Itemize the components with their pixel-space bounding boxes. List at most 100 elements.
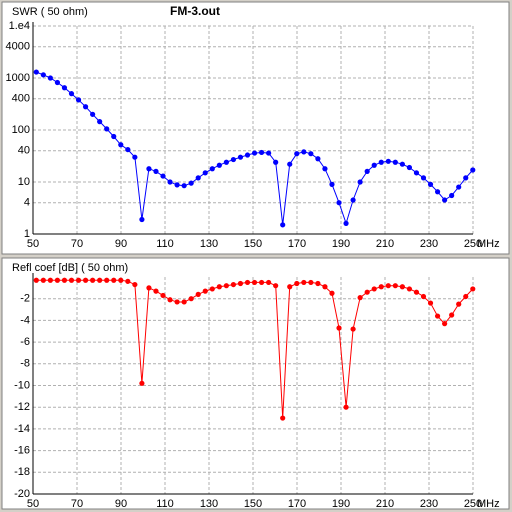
data-point [33, 69, 39, 75]
data-point [82, 277, 89, 283]
chart-title: Refl coef [dB] ( 50 ohm) [12, 262, 128, 274]
data-point [111, 277, 117, 283]
y-tick-label: 1.e4 [9, 20, 30, 32]
data-point [68, 277, 75, 283]
data-point [188, 296, 194, 302]
data-point [287, 161, 293, 167]
data-point [90, 111, 96, 117]
y-tick-label: -20 [14, 488, 30, 500]
data-point [251, 279, 258, 286]
data-point [61, 85, 68, 91]
data-point [357, 295, 363, 301]
data-point [308, 151, 314, 157]
data-point [223, 283, 229, 289]
data-point [463, 175, 469, 181]
data-point [385, 283, 391, 289]
file-name: FM-3.out [170, 4, 220, 18]
x-tick-label: 110 [156, 498, 174, 510]
data-point [202, 288, 208, 294]
y-tick-label: -14 [14, 423, 30, 435]
data-point [406, 164, 413, 171]
data-point [399, 284, 405, 290]
x-tick-label: 210 [376, 238, 394, 250]
data-point [427, 181, 434, 187]
y-tick-label: 100 [12, 124, 30, 136]
panel [1, 257, 510, 510]
data-point [315, 280, 321, 287]
data-point [371, 286, 377, 292]
data-point [294, 151, 300, 157]
data-point [167, 179, 173, 185]
y-tick-label: -8 [20, 358, 30, 370]
data-point [181, 299, 187, 305]
data-point [308, 279, 314, 286]
data-point [371, 162, 377, 168]
data-point [385, 158, 391, 164]
data-point [33, 277, 39, 283]
data-point [54, 79, 61, 86]
x-tick-label: 210 [376, 498, 394, 510]
data-point [244, 279, 251, 286]
x-tick-label: 130 [200, 498, 218, 510]
data-point [378, 284, 384, 290]
data-point [343, 220, 349, 226]
x-tick-label: 190 [332, 498, 350, 510]
x-tick-label: 70 [71, 498, 83, 510]
data-point [139, 216, 145, 223]
x-tick-label: 90 [115, 238, 127, 250]
data-point [174, 299, 180, 305]
data-point [413, 289, 420, 295]
data-point [195, 175, 201, 181]
data-point [75, 97, 82, 103]
data-point [434, 189, 441, 195]
data-point [216, 284, 222, 290]
data-point [442, 321, 448, 327]
data-point [188, 180, 194, 186]
x-tick-label: 110 [156, 238, 174, 250]
x-tick-label: 230 [420, 238, 438, 250]
data-point [132, 154, 138, 160]
data-point [322, 284, 328, 290]
data-point [153, 288, 159, 294]
y-tick-label: 1000 [6, 72, 30, 84]
data-point [97, 277, 103, 283]
data-point [463, 293, 469, 300]
data-point [75, 277, 82, 283]
data-point [287, 284, 293, 290]
data-point [230, 156, 237, 163]
data-point [104, 277, 110, 283]
data-point [54, 277, 61, 283]
x-tick-label: 230 [420, 498, 438, 510]
data-point [456, 301, 462, 307]
data-point [442, 197, 448, 203]
y-tick-label: 4 [24, 197, 30, 209]
data-point [364, 168, 370, 174]
data-point [406, 286, 413, 292]
x-tick-label: 250 [464, 238, 482, 250]
data-point [146, 166, 152, 172]
data-point [420, 175, 427, 181]
data-point [343, 404, 349, 410]
data-point [160, 292, 166, 299]
data-point [322, 166, 328, 172]
y-tick-label: 1 [24, 228, 30, 240]
data-point [378, 159, 384, 165]
data-point [104, 126, 110, 132]
y-tick-label: 10 [18, 176, 30, 188]
data-point [456, 184, 462, 190]
data-point [244, 152, 251, 158]
data-point [273, 159, 279, 165]
data-point [258, 149, 265, 156]
y-tick-label: -6 [20, 336, 30, 348]
y-tick-label: -18 [14, 466, 30, 478]
data-point [470, 286, 476, 292]
x-tick-label: 50 [27, 238, 39, 250]
data-point [329, 181, 335, 187]
data-point [118, 277, 124, 283]
data-point [181, 183, 187, 189]
x-tick-label: 50 [27, 498, 39, 510]
chart-title: SWR ( 50 ohm) [12, 6, 88, 18]
y-tick-label: -2 [20, 293, 30, 305]
y-tick-label: -16 [14, 445, 30, 457]
